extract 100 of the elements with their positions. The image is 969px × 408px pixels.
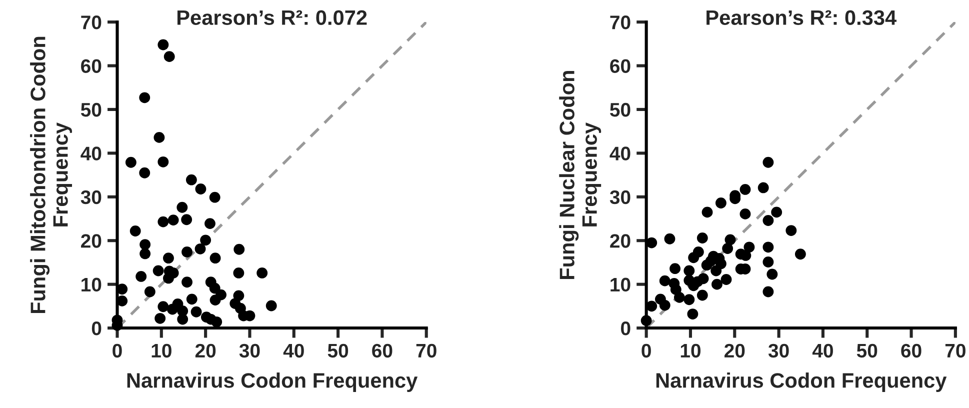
x-tick-label: 30 — [768, 344, 789, 358]
y-tick-label: 40 — [80, 146, 102, 160]
x-axis-title: Narnavirus Codon Frequency — [127, 372, 418, 392]
point — [794, 248, 806, 260]
y-tick-label: 0 — [621, 322, 630, 336]
point — [190, 306, 202, 318]
point — [158, 216, 169, 228]
x-tick-label: 20 — [195, 344, 216, 358]
point — [140, 248, 151, 260]
x-tick-label: 70 — [416, 344, 436, 358]
chart-title: Pearson’s R²: 0.072 — [177, 10, 367, 26]
x-tick-label: 60 — [901, 344, 922, 358]
x-axis-title: Narnavirus Codon Frequency — [656, 372, 947, 392]
x-tick-label: 50 — [856, 344, 878, 358]
point — [154, 312, 166, 324]
point — [154, 132, 165, 143]
x-tick-label: 60 — [372, 344, 392, 358]
point — [211, 316, 222, 328]
point — [158, 156, 169, 168]
point — [715, 198, 726, 208]
point — [209, 282, 220, 294]
point — [139, 167, 150, 178]
point — [702, 206, 713, 218]
point — [209, 192, 220, 203]
point — [744, 242, 755, 253]
point — [740, 184, 751, 195]
point — [163, 272, 174, 284]
point — [674, 292, 685, 303]
x-tick-label: 0 — [112, 344, 122, 358]
x-tick-label: 50 — [328, 344, 348, 358]
point — [710, 265, 722, 276]
point — [182, 276, 192, 288]
point — [152, 265, 164, 276]
point — [670, 263, 680, 274]
point — [762, 242, 774, 253]
point — [762, 156, 774, 168]
point — [164, 51, 175, 62]
point — [168, 214, 179, 226]
y-tick-label: 0 — [92, 322, 102, 336]
point — [176, 202, 188, 213]
point — [771, 206, 782, 218]
y-axis-title: Fungi Nuclear Codon Frequency — [559, 70, 602, 279]
point — [256, 267, 268, 278]
point — [186, 174, 197, 186]
y-tick-label: 60 — [610, 59, 630, 73]
point — [762, 256, 774, 268]
y-tick-label: 30 — [80, 190, 102, 204]
point — [687, 308, 698, 320]
point — [139, 92, 150, 104]
point — [158, 39, 169, 50]
point — [182, 246, 192, 258]
y-axis-title: Fungi Mitochondrion Codon Frequency — [30, 36, 72, 314]
point — [234, 244, 245, 255]
y-tick-label: 70 — [81, 16, 102, 30]
x-tick-label: 30 — [239, 344, 260, 358]
point — [200, 234, 212, 246]
x-tick-label: 40 — [812, 344, 833, 358]
point — [204, 218, 216, 230]
point — [786, 225, 797, 236]
point — [181, 214, 192, 226]
point — [186, 294, 198, 305]
point — [233, 267, 244, 278]
point — [696, 290, 708, 301]
point — [740, 208, 751, 220]
point — [688, 252, 700, 264]
point — [758, 182, 769, 194]
point — [762, 215, 774, 226]
x-tick-label: 40 — [283, 344, 304, 358]
x-tick-label: 70 — [945, 344, 966, 358]
point — [125, 156, 136, 168]
point — [696, 232, 708, 244]
y-tick-label: 20 — [610, 234, 630, 248]
point — [140, 239, 151, 250]
point — [701, 260, 712, 271]
point — [646, 300, 658, 312]
point — [166, 304, 178, 315]
point — [659, 275, 670, 286]
point — [210, 252, 221, 264]
x-tick-label: 10 — [680, 344, 700, 358]
chart-title: Pearson’s R²: 0.334 — [706, 10, 896, 26]
point — [144, 286, 156, 298]
point — [640, 315, 652, 326]
point — [720, 274, 732, 285]
x-tick-label: 0 — [642, 344, 651, 358]
point — [195, 184, 206, 194]
y-tick-label: 10 — [610, 278, 630, 292]
y-tick-label: 60 — [81, 59, 102, 73]
point — [722, 243, 734, 254]
y-tick-label: 70 — [610, 16, 630, 30]
y-tick-label: 10 — [82, 278, 102, 292]
point — [712, 278, 722, 290]
x-tick-label: 20 — [724, 344, 745, 358]
y-tick-label: 50 — [80, 102, 102, 117]
point — [136, 270, 147, 282]
y-tick-label: 20 — [81, 234, 102, 248]
point — [684, 294, 695, 306]
point — [659, 300, 670, 311]
point — [158, 301, 169, 312]
point — [266, 300, 277, 312]
point — [766, 268, 778, 280]
